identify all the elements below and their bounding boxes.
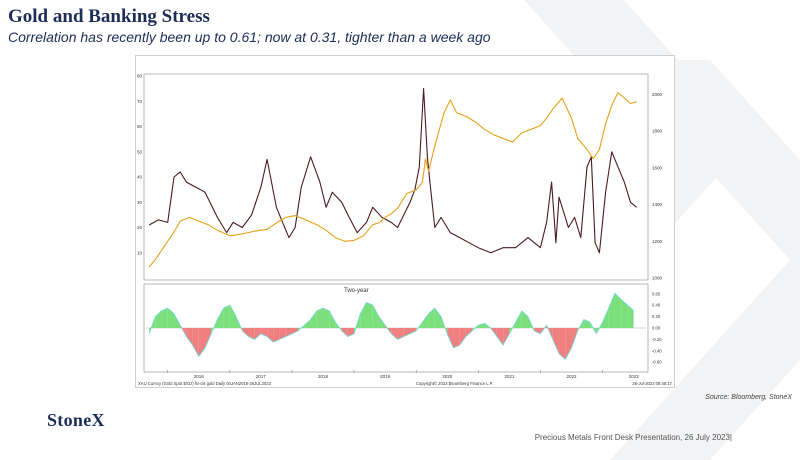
right-axis-tick-label: 1000 <box>652 276 663 281</box>
correlation-area-segment <box>217 308 224 328</box>
footer-text: Precious Metals Front Desk Presentation,… <box>534 433 732 442</box>
correlation-area-segment <box>397 328 404 340</box>
correlation-area-segment <box>515 310 522 328</box>
correlation-area-segment <box>503 328 510 346</box>
correlation-area-segment <box>329 310 336 328</box>
correlation-area-segment <box>391 328 398 340</box>
chart-footer-center: Copyright© 2023 Bloomberg Finance L.P. <box>416 381 493 386</box>
correlation-area-segment <box>465 328 473 337</box>
correlation-area-segment <box>291 328 299 334</box>
correlation-area-segment <box>552 328 560 354</box>
x-axis-tick-label: 2016 <box>194 374 205 379</box>
bottom-y-tick-label: 0.20 <box>652 314 661 319</box>
top-panel-frame <box>143 73 649 281</box>
correlation-area-segment <box>602 308 609 328</box>
correlation-area-segment <box>198 328 206 357</box>
correlation-area-segment <box>254 328 261 340</box>
correlation-outline <box>148 292 634 360</box>
left-axis-tick-label: 40 <box>137 175 143 180</box>
correlation-area-segment <box>279 328 286 340</box>
chart-footer-right: 26-Jul-2023 08:45:17 <box>632 381 672 386</box>
correlation-area-segment <box>447 328 454 348</box>
correlation-area-segment <box>546 325 553 340</box>
correlation-area-segment <box>248 328 255 340</box>
correlation-area-segment <box>341 328 348 337</box>
correlation-area-segment <box>192 328 199 357</box>
correlation-area-segment <box>608 293 615 328</box>
correlation-area-segment <box>366 302 373 328</box>
correlation-area-segment <box>161 308 168 328</box>
bottom-y-tick-label: -0.20 <box>652 337 662 342</box>
left-axis-tick-label: 30 <box>137 200 143 205</box>
correlation-area-segment <box>223 305 230 328</box>
correlation-area-segment <box>242 328 249 337</box>
correlation-area-segment <box>273 328 280 343</box>
correlation-area-segment <box>310 310 317 328</box>
slide-subtitle: Correlation has recently been up to 0.61… <box>8 29 491 45</box>
right-axis-tick-label: 1400 <box>652 202 663 207</box>
correlation-area-segment <box>478 323 485 328</box>
bottom-y-tick-label: 0.00 <box>652 326 661 331</box>
correlation-area-segment <box>434 308 442 328</box>
chart-container: Two-year 10 20 30 40 50 60 70 80 1000 1200 1400 16… <box>135 55 675 388</box>
x-axis-tick-label: 2018 <box>318 374 329 379</box>
correlation-area-segment <box>614 293 622 328</box>
correlation-area-segment <box>422 313 429 328</box>
source-note: Source: Bloomberg, StoneX <box>705 394 792 401</box>
chart-footer-left: XAU Curncy (Gold Spot $/Oz) fix-cls gold… <box>138 381 272 386</box>
correlation-area-segment <box>534 328 541 334</box>
right-axis-tick-label: 1200 <box>652 239 663 244</box>
correlation-area-segment <box>453 328 460 348</box>
right-axis-tick-label: 1800 <box>652 129 663 134</box>
chart-svg: Two-year 10 20 30 40 50 60 70 80 1000 1200 1400 16… <box>137 73 673 387</box>
correlation-area-segment <box>205 328 212 348</box>
correlation-area-segment <box>409 328 417 334</box>
x-axis-tick-label: 2023 <box>629 374 640 379</box>
correlation-area-segment <box>229 305 237 328</box>
left-axis-tick-label: 60 <box>137 124 143 129</box>
series-dark-line <box>148 88 638 254</box>
bottom-y-tick-label: 0.40 <box>652 303 661 308</box>
correlation-area-segment <box>627 305 634 328</box>
right-axis-tick-label: 1600 <box>652 165 663 170</box>
bottom-y-tick-label: -0.60 <box>652 360 662 365</box>
correlation-area-segment <box>621 299 628 328</box>
correlation-area-segment <box>459 328 466 346</box>
left-axis-tick-label: 80 <box>137 74 143 79</box>
correlation-area-segment <box>167 308 174 328</box>
right-axis-tick-label: 2000 <box>652 92 663 97</box>
background-watermark <box>470 0 800 460</box>
bottom-y-tick-label: -0.40 <box>652 348 662 353</box>
slide-title: Gold and Banking Stress <box>8 6 210 27</box>
correlation-area-segment <box>304 319 311 328</box>
correlation-area-segment <box>428 308 435 328</box>
x-axis-tick-label: 2021 <box>504 374 515 379</box>
stonex-logo: StoneX <box>47 410 105 430</box>
correlation-area-segment <box>316 308 324 328</box>
x-axis-tick-label: 2019 <box>380 374 391 379</box>
left-axis-tick-label: 70 <box>137 99 143 104</box>
x-axis-tick-label: 2022 <box>566 374 577 379</box>
correlation-area-segment <box>323 308 330 328</box>
two-year-annotation: Two-year <box>344 288 369 294</box>
x-axis-tick-label: 2017 <box>256 374 267 379</box>
correlation-area-segment <box>267 328 274 343</box>
series-gold-line <box>148 91 637 268</box>
correlation-area-segment <box>496 328 504 346</box>
bottom-y-tick-label: 0.60 <box>652 291 661 296</box>
left-axis-tick-label: 20 <box>137 225 143 230</box>
correlation-area-segment <box>565 328 572 360</box>
correlation-area-segment <box>155 310 162 328</box>
correlation-area-segment <box>186 328 193 346</box>
left-axis-tick-label: 50 <box>137 149 143 154</box>
correlation-area-segment <box>360 302 367 328</box>
left-axis-tick-label: 10 <box>137 250 143 255</box>
correlation-area-segment <box>372 305 379 328</box>
x-axis-tick-label: 2020 <box>442 374 453 379</box>
correlation-area-segment <box>559 328 566 360</box>
